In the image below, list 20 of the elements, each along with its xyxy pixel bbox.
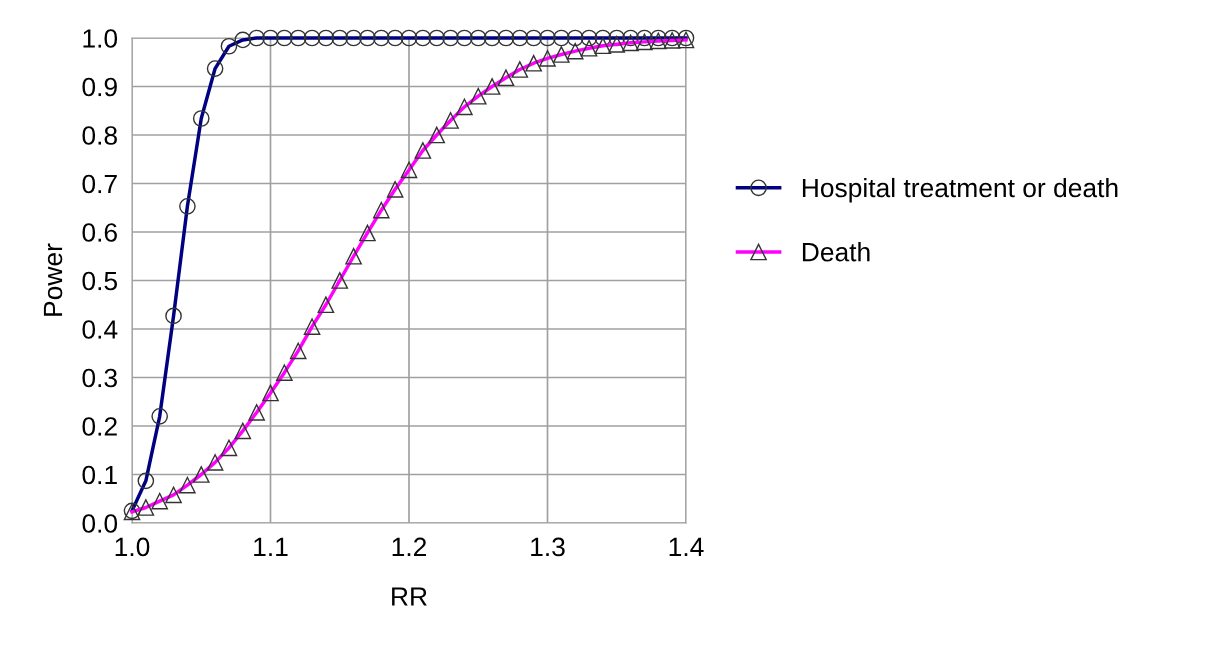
y-tick-label: 0.4 bbox=[82, 320, 118, 339]
x-tick-label: 1.2 bbox=[392, 537, 427, 557]
y-tick-label: 0.9 bbox=[82, 77, 117, 97]
x-tick-label: 1.1 bbox=[254, 537, 288, 557]
legend-label: Death bbox=[802, 242, 870, 262]
y-axis-title: Power bbox=[43, 243, 63, 316]
y-tick-label: 0.2 bbox=[82, 417, 117, 436]
y-tick-label: 0.8 bbox=[82, 126, 117, 145]
x-tick-label: 1.3 bbox=[531, 537, 565, 557]
y-tick-label: 0.7 bbox=[82, 174, 117, 194]
legend-label: Hospital treatment or death bbox=[802, 177, 1118, 203]
x-axis-title: RR bbox=[392, 587, 427, 606]
y-tick-label: 0.1 bbox=[82, 465, 117, 485]
y-tick-label: 0.0 bbox=[82, 514, 118, 533]
y-tick-label: 1.0 bbox=[83, 29, 118, 48]
y-tick-label: 0.6 bbox=[82, 223, 117, 242]
x-tick-label: 1.4 bbox=[669, 537, 704, 557]
y-tick-label: 0.3 bbox=[82, 368, 117, 388]
x-tick-label: 1.0 bbox=[115, 537, 150, 557]
y-tick-label: 0.5 bbox=[82, 271, 118, 291]
